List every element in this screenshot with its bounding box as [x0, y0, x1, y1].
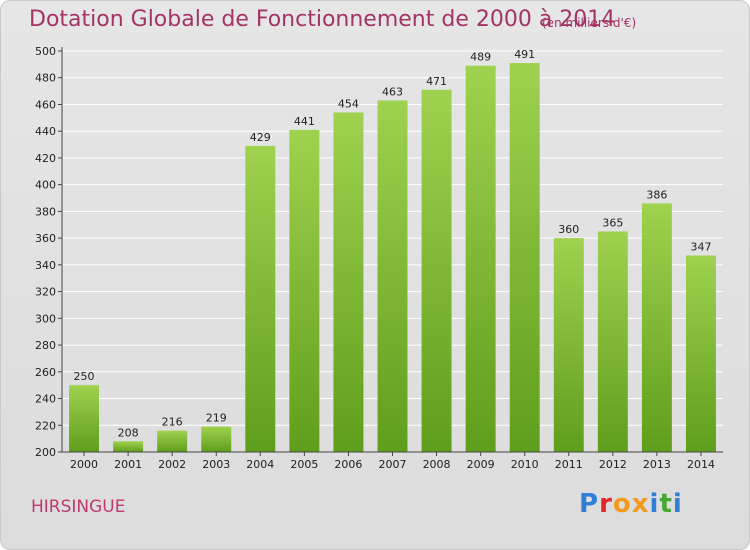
x-tick-label: 2003: [202, 458, 230, 471]
bar-value-label: 471: [426, 75, 447, 88]
x-tick-label: 2000: [70, 458, 98, 471]
x-tick-label: 2010: [511, 458, 539, 471]
bar-value-label: 219: [206, 412, 227, 425]
x-tick-label: 2012: [599, 458, 627, 471]
logo-letter: P: [579, 489, 600, 519]
x-tick-label: 2004: [246, 458, 274, 471]
bar-value-label: 386: [646, 188, 667, 201]
bar-value-label: 360: [558, 223, 579, 236]
commune-name: HIRSINGUE: [31, 497, 126, 517]
bar-2003: [201, 426, 232, 452]
x-tick-label: 2007: [379, 458, 407, 471]
bar-value-label: 441: [294, 115, 315, 128]
bar-2007: [377, 100, 408, 452]
bar-2002: [157, 430, 188, 452]
bar-2010: [509, 63, 540, 452]
y-tick-label: 200: [35, 446, 56, 459]
y-tick-label: 280: [35, 339, 56, 352]
x-tick-label: 2013: [643, 458, 671, 471]
y-tick-label: 360: [35, 232, 56, 245]
y-tick-label: 260: [35, 366, 56, 379]
logo-letter: r: [599, 489, 613, 519]
bar-value-label: 365: [602, 216, 623, 229]
y-tick-label: 340: [35, 259, 56, 272]
x-tick-label: 2008: [423, 458, 451, 471]
logo-letter: i: [672, 489, 683, 519]
x-tick-label: 2006: [334, 458, 362, 471]
x-tick-label: 2014: [687, 458, 715, 471]
y-tick-label: 400: [35, 179, 56, 192]
y-tick-label: 320: [35, 286, 56, 299]
logo-letter: o: [612, 489, 632, 519]
x-tick-label: 2011: [555, 458, 583, 471]
bar-2013: [641, 203, 672, 452]
y-tick-label: 220: [35, 419, 56, 432]
bar-2001: [113, 441, 144, 452]
y-tick-label: 420: [35, 152, 56, 165]
bar-value-label: 208: [118, 426, 139, 439]
logo-letter: x: [631, 489, 650, 519]
logo-letter: i: [649, 489, 660, 519]
bar-labels: 250 208 216 219 429 441 454 463 471 489 491 360 365 3…: [74, 48, 712, 439]
bars: [69, 63, 716, 453]
x-tick-label: 2001: [114, 458, 142, 471]
bar-2004: [245, 145, 276, 453]
bar-value-label: 454: [338, 97, 359, 110]
bar-value-label: 491: [514, 48, 535, 61]
y-tick-label: 480: [35, 72, 56, 85]
y-tick-label: 460: [35, 98, 56, 111]
bar-2014: [685, 255, 716, 452]
logo-letter: t: [659, 489, 673, 519]
bar-value-label: 429: [250, 131, 271, 144]
y-tick-label: 440: [35, 125, 56, 138]
x-tick-label: 2002: [158, 458, 186, 471]
bar-value-label: 250: [74, 370, 95, 383]
bar-value-label: 347: [690, 241, 711, 254]
bar-2011: [553, 238, 584, 452]
y-tick-label: 240: [35, 393, 56, 406]
y-tick-label: 500: [35, 45, 56, 58]
y-tick-label: 300: [35, 312, 56, 325]
proxiti-logo: Proxiti: [579, 489, 683, 519]
chart-title: Dotation Globale de Fonctionnement de 20…: [29, 7, 616, 32]
bar-value-label: 489: [470, 51, 491, 64]
chart-subtitle: (en milliers d'€): [542, 16, 637, 30]
y-axis-ticks: 200 220 240 260 280 300 320 340 360 380 400 420 440 4…: [35, 45, 62, 459]
bar-2008: [421, 89, 452, 452]
bar-2000: [69, 385, 100, 452]
bar-2005: [289, 129, 320, 452]
bar-2012: [597, 231, 628, 452]
bar-2006: [333, 112, 364, 452]
bar-value-label: 463: [382, 85, 403, 98]
x-tick-label: 2005: [290, 458, 318, 471]
bar-2009: [465, 65, 496, 452]
bar-value-label: 216: [162, 416, 183, 429]
x-tick-label: 2009: [467, 458, 495, 471]
x-axis-ticks: 2000 2001 2002 2003 2004 2005 2006 2007 2008 2009…: [70, 452, 715, 471]
y-tick-label: 380: [35, 205, 56, 218]
